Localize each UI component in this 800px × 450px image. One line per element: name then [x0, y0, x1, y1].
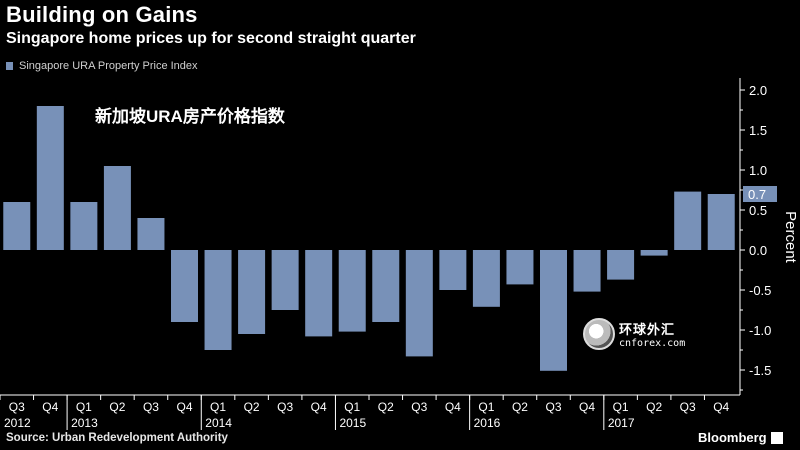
- x-tick-label: Q2: [512, 400, 528, 414]
- bar: [607, 250, 635, 280]
- x-tick-label: Q1: [210, 400, 226, 414]
- bar: [36, 106, 64, 250]
- bar: [305, 250, 333, 337]
- x-tick-label: Q4: [311, 400, 327, 414]
- year-label: 2016: [474, 416, 501, 430]
- x-tick-label: Q3: [277, 400, 293, 414]
- chart-title: Building on Gains: [6, 2, 198, 27]
- x-tick-label: Q4: [713, 400, 729, 414]
- bar: [103, 166, 131, 250]
- year-label: 2017: [608, 416, 635, 430]
- x-tick-label: Q4: [42, 400, 58, 414]
- bar: [405, 250, 433, 357]
- x-tick-label: Q4: [176, 400, 192, 414]
- x-tick-label: Q1: [613, 400, 629, 414]
- bar: [137, 218, 165, 250]
- watermark-cn: 环球外汇: [619, 322, 676, 337]
- watermark-en: cnforex.com: [619, 338, 686, 349]
- bar: [238, 250, 266, 334]
- bar: [472, 250, 500, 307]
- bar: [439, 250, 467, 290]
- y-tick-label: 2.0: [749, 83, 767, 98]
- last-value-badge: [743, 186, 777, 202]
- x-tick-label: Q1: [76, 400, 92, 414]
- x-tick-label: Q1: [478, 400, 494, 414]
- x-tick-label: Q4: [579, 400, 595, 414]
- x-tick-label: Q2: [646, 400, 662, 414]
- y-tick-label: -1.5: [749, 363, 771, 378]
- x-tick-label: Q2: [109, 400, 125, 414]
- bar: [640, 250, 668, 256]
- x-tick-label: Q3: [9, 400, 25, 414]
- legend: Singapore URA Property Price Index: [6, 60, 198, 72]
- x-tick-label: Q1: [344, 400, 360, 414]
- x-tick-label: Q3: [680, 400, 696, 414]
- brand-mark-icon: [770, 431, 783, 444]
- bar: [707, 194, 735, 250]
- brand-logo: Bloomberg: [698, 430, 783, 445]
- annotation-text: 新加坡URA房产价格指数: [95, 107, 285, 126]
- x-tick-label: Q4: [445, 400, 461, 414]
- bar: [573, 250, 601, 292]
- chart-subtitle: Singapore home prices up for second stra…: [6, 30, 416, 47]
- y-tick-label: 1.0: [749, 163, 767, 178]
- watermark-logo-icon: [583, 318, 615, 350]
- y-tick-label: 0.5: [749, 203, 767, 218]
- bar: [271, 250, 299, 310]
- y-tick-label: -1.0: [749, 323, 771, 338]
- bar: [506, 250, 534, 285]
- bar: [540, 250, 567, 371]
- last-value-label: 0.7: [748, 187, 766, 202]
- bar: [204, 250, 232, 350]
- bar: [338, 250, 366, 332]
- year-label: 2015: [339, 416, 366, 430]
- watermark: 环球外汇 cnforex.com: [583, 318, 685, 350]
- bar: [674, 191, 702, 250]
- legend-label: Singapore URA Property Price Index: [19, 60, 198, 72]
- y-tick-label: 1.5: [749, 123, 767, 138]
- y-axis-title: Percent: [782, 211, 799, 264]
- bar: [3, 202, 31, 250]
- x-tick-label: Q3: [411, 400, 427, 414]
- bar: [70, 202, 98, 250]
- y-tick-label: 0.0: [749, 243, 767, 258]
- year-label: 2012: [4, 416, 31, 430]
- year-label: 2013: [71, 416, 98, 430]
- legend-swatch: [6, 62, 13, 70]
- year-label: 2014: [205, 416, 232, 430]
- x-tick-label: Q3: [545, 400, 561, 414]
- x-tick-label: Q2: [378, 400, 394, 414]
- y-tick-label: -0.5: [749, 283, 771, 298]
- bar: [171, 250, 198, 322]
- x-tick-label: Q3: [143, 400, 159, 414]
- bar: [372, 250, 400, 322]
- x-tick-label: Q2: [244, 400, 260, 414]
- source-note: Source: Urban Redevelopment Authority: [6, 432, 228, 444]
- brand-name: Bloomberg: [698, 430, 767, 445]
